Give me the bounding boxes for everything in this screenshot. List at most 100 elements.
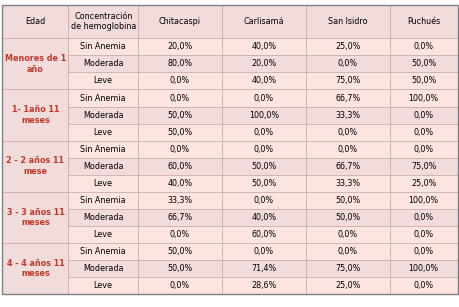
Text: 2 - 2 años 11
mese: 2 - 2 años 11 mese bbox=[6, 157, 64, 176]
Bar bbox=[68, 192, 138, 209]
Text: Moderada: Moderada bbox=[83, 264, 123, 273]
Bar bbox=[305, 175, 389, 192]
Bar bbox=[68, 107, 138, 123]
Bar bbox=[68, 72, 138, 90]
Text: 0,0%: 0,0% bbox=[413, 230, 433, 239]
Text: 50,0%: 50,0% bbox=[334, 196, 359, 205]
Bar bbox=[221, 192, 305, 209]
Bar bbox=[68, 5, 138, 38]
Text: Carlisamá: Carlisamá bbox=[243, 17, 284, 26]
Bar bbox=[389, 123, 457, 141]
Bar bbox=[305, 243, 389, 260]
Text: Leve: Leve bbox=[94, 76, 112, 85]
Text: 3 - 3 años 11
meses: 3 - 3 años 11 meses bbox=[6, 208, 64, 227]
Text: Leve: Leve bbox=[94, 179, 112, 188]
Text: 25,0%: 25,0% bbox=[334, 42, 359, 51]
Text: Sin Anemia: Sin Anemia bbox=[80, 94, 126, 103]
Bar bbox=[305, 192, 389, 209]
Bar bbox=[2, 5, 68, 38]
Bar bbox=[221, 260, 305, 277]
Bar bbox=[305, 90, 389, 107]
Bar bbox=[305, 209, 389, 226]
Text: 60,0%: 60,0% bbox=[251, 230, 276, 239]
Bar bbox=[221, 123, 305, 141]
Text: Leve: Leve bbox=[94, 281, 112, 290]
Text: 0,0%: 0,0% bbox=[169, 94, 190, 103]
Bar bbox=[138, 5, 221, 38]
Bar bbox=[389, 72, 457, 90]
Text: 33,3%: 33,3% bbox=[335, 111, 359, 119]
Text: 0,0%: 0,0% bbox=[413, 145, 433, 154]
Text: 25,0%: 25,0% bbox=[334, 281, 359, 290]
Text: Chitacaspi: Chitacaspi bbox=[158, 17, 201, 26]
Text: 50,0%: 50,0% bbox=[167, 247, 192, 256]
Text: 0,0%: 0,0% bbox=[169, 281, 190, 290]
Bar bbox=[389, 260, 457, 277]
Text: 50,0%: 50,0% bbox=[334, 213, 359, 222]
Text: Moderada: Moderada bbox=[83, 111, 123, 119]
Text: 40,0%: 40,0% bbox=[251, 42, 276, 51]
Text: 71,4%: 71,4% bbox=[251, 264, 276, 273]
Bar bbox=[68, 175, 138, 192]
Text: 20,0%: 20,0% bbox=[251, 60, 276, 68]
Bar bbox=[138, 243, 221, 260]
Text: 0,0%: 0,0% bbox=[413, 281, 433, 290]
Text: Leve: Leve bbox=[94, 230, 112, 239]
Bar bbox=[221, 277, 305, 294]
Bar bbox=[138, 209, 221, 226]
Bar bbox=[138, 107, 221, 123]
Bar bbox=[305, 5, 389, 38]
Text: 0,0%: 0,0% bbox=[337, 230, 357, 239]
Text: Sin Anemia: Sin Anemia bbox=[80, 145, 126, 154]
Bar bbox=[305, 38, 389, 55]
Text: 66,7%: 66,7% bbox=[167, 213, 192, 222]
Text: 4 - 4 años 11
meses: 4 - 4 años 11 meses bbox=[6, 259, 64, 278]
Text: 75,0%: 75,0% bbox=[334, 264, 359, 273]
Bar bbox=[221, 141, 305, 158]
Text: Menores de 1
año: Menores de 1 año bbox=[5, 54, 66, 74]
Bar bbox=[305, 107, 389, 123]
Text: 0,0%: 0,0% bbox=[169, 145, 190, 154]
Text: 0,0%: 0,0% bbox=[413, 111, 433, 119]
Bar bbox=[138, 260, 221, 277]
Bar bbox=[221, 226, 305, 243]
Bar bbox=[138, 158, 221, 175]
Bar bbox=[2, 90, 68, 141]
Text: Sin Anemia: Sin Anemia bbox=[80, 196, 126, 205]
Bar bbox=[68, 226, 138, 243]
Text: 100,0%: 100,0% bbox=[408, 94, 438, 103]
Bar bbox=[221, 55, 305, 72]
Text: 20,0%: 20,0% bbox=[167, 42, 192, 51]
Bar bbox=[305, 277, 389, 294]
Text: 33,3%: 33,3% bbox=[335, 179, 359, 188]
Text: 40,0%: 40,0% bbox=[251, 76, 276, 85]
Bar bbox=[389, 226, 457, 243]
Bar bbox=[221, 90, 305, 107]
Bar bbox=[68, 260, 138, 277]
Text: 100,0%: 100,0% bbox=[408, 264, 438, 273]
Text: 1- 1año 11
meses: 1- 1año 11 meses bbox=[11, 105, 59, 125]
Text: 33,3%: 33,3% bbox=[167, 196, 192, 205]
Bar bbox=[389, 277, 457, 294]
Bar bbox=[389, 192, 457, 209]
Text: 50,0%: 50,0% bbox=[167, 264, 192, 273]
Text: 0,0%: 0,0% bbox=[413, 247, 433, 256]
Text: Moderada: Moderada bbox=[83, 162, 123, 171]
Text: 28,6%: 28,6% bbox=[251, 281, 276, 290]
Text: 75,0%: 75,0% bbox=[334, 76, 359, 85]
Bar bbox=[138, 90, 221, 107]
Text: 50,0%: 50,0% bbox=[410, 60, 435, 68]
Text: 50,0%: 50,0% bbox=[167, 128, 192, 137]
Bar bbox=[2, 243, 68, 294]
Bar bbox=[138, 38, 221, 55]
Bar bbox=[389, 90, 457, 107]
Bar bbox=[68, 277, 138, 294]
Bar bbox=[305, 158, 389, 175]
Bar bbox=[2, 192, 68, 243]
Bar bbox=[68, 55, 138, 72]
Bar bbox=[305, 123, 389, 141]
Text: 0,0%: 0,0% bbox=[253, 196, 273, 205]
Bar bbox=[221, 209, 305, 226]
Text: 0,0%: 0,0% bbox=[413, 128, 433, 137]
Text: Concentración
de hemoglobina: Concentración de hemoglobina bbox=[70, 12, 135, 31]
